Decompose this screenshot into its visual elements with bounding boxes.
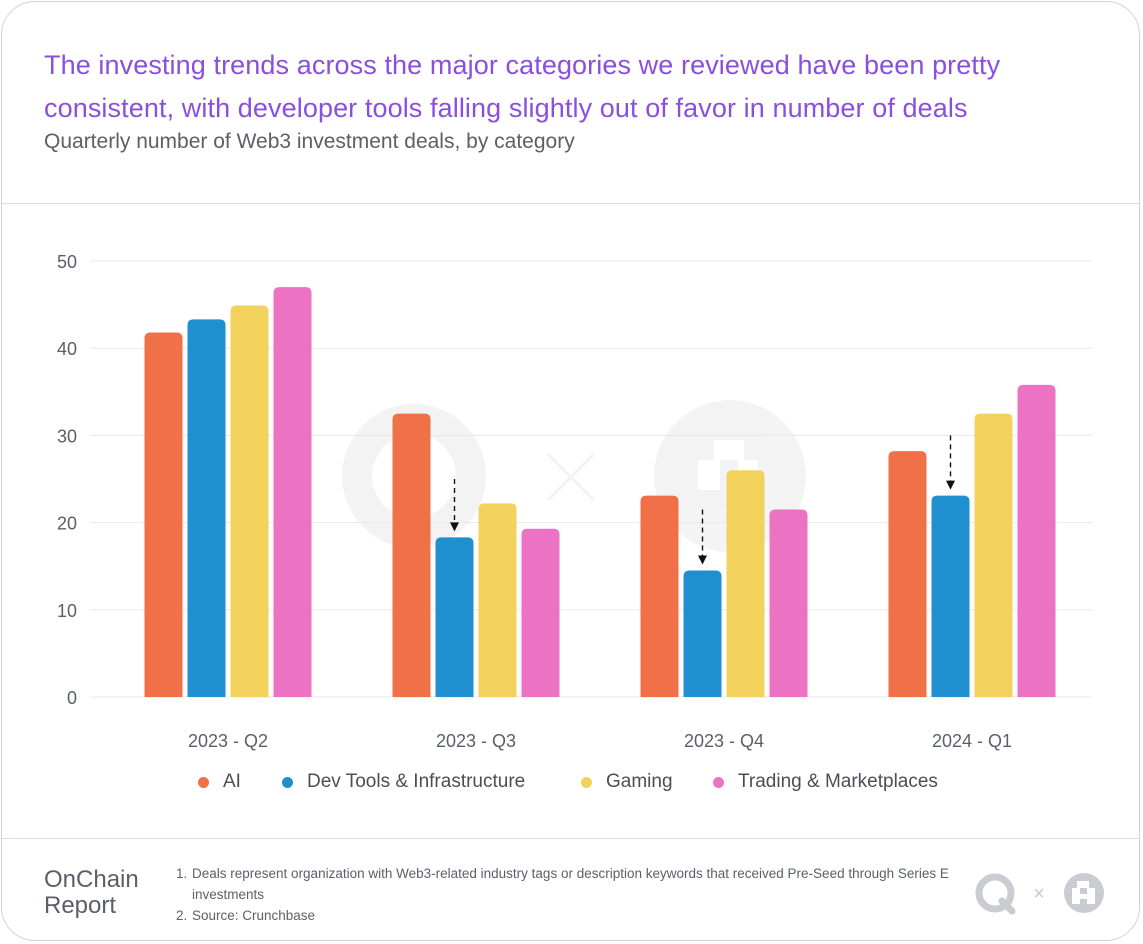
legend-item-trading: Trading & Marketplaces [713, 768, 938, 796]
q-ring-logo-icon [975, 873, 1016, 915]
footnote-number: 2. [176, 908, 188, 923]
brand-line-2: Report [44, 892, 117, 919]
y-tick-label: 20 [57, 514, 77, 534]
bar [974, 413, 1013, 697]
legend-label-gaming: Gaming [606, 771, 673, 792]
legend-label-ai: AI [223, 771, 241, 792]
footnotes: 1. Deals represent organization with Web… [176, 863, 976, 926]
footnote: 1. Deals represent organization with Web… [176, 863, 976, 905]
legend-label-dev-tools: Dev Tools & Infrastructure [307, 771, 526, 792]
bar [931, 495, 970, 697]
annotation-arrow-head [946, 480, 955, 490]
y-tick-label: 30 [57, 426, 77, 446]
legend-swatch-gaming [581, 776, 592, 788]
bar [769, 509, 808, 697]
bar [392, 413, 431, 697]
y-tick-label: 50 [57, 252, 77, 272]
x-tick-label: 2023 - Q4 [684, 731, 764, 751]
headline: The investing trends across the major ca… [44, 50, 1001, 123]
x-tick-label: 2024 - Q1 [932, 731, 1012, 751]
bar [435, 537, 474, 697]
bars [144, 287, 1056, 697]
y-tick-label: 40 [57, 339, 77, 359]
axis-labels: 0 10 20 30 40 50 2023 - Q2 2023 - Q3 2023 - Q4 20… [57, 252, 1012, 751]
bar [521, 528, 560, 697]
legend: AI Dev Tools & Infrastructure Gaming Tra… [2, 768, 1139, 798]
bar-chart: 0 10 20 30 40 50 2023 - Q2 2023 - Q3 2023 - Q4 20… [2, 204, 1139, 838]
partner-logos: × [972, 871, 1112, 915]
logo-separator: × [1033, 883, 1045, 905]
footnote-text: Source: Crunchbase [192, 908, 316, 923]
legend-label-trading: Trading & Marketplaces [738, 771, 938, 792]
bar [230, 305, 269, 697]
bar [273, 287, 312, 697]
x-tick-label: 2023 - Q3 [436, 731, 516, 751]
annotation-arrow-head [698, 555, 707, 565]
partner-logos-svg: × [975, 873, 1104, 915]
legend-item-gaming: Gaming [581, 768, 673, 796]
pixel-a-logo-icon [1064, 873, 1104, 913]
footnote-number: 1. [176, 866, 188, 881]
bar-chart-svg: 0 10 20 30 40 50 2023 - Q2 2023 - Q3 2023 - Q4 20… [57, 252, 1092, 751]
bar [640, 495, 679, 697]
bar [187, 319, 226, 697]
footnote-text: Deals represent organization with Web3-r… [192, 866, 949, 902]
footnote: 2. Source: Crunchbase [176, 905, 976, 926]
footer: OnChain Report 1. Deals represent organi… [2, 838, 1139, 940]
y-tick-label: 10 [57, 601, 77, 621]
brand-wordmark: OnChain Report [44, 867, 139, 919]
brand-line-1: OnChain [44, 866, 139, 893]
bar [888, 451, 927, 697]
bar [726, 470, 765, 697]
legend-swatch-dev-tools [282, 776, 293, 788]
annotations [450, 435, 955, 565]
x-tick-label: 2023 - Q2 [188, 731, 268, 751]
bar [1017, 384, 1056, 697]
legend-swatch-trading [713, 776, 724, 788]
annotation-arrow-head [450, 522, 459, 532]
chart-header: The investing trends across the major ca… [2, 2, 1139, 204]
legend-item-dev-tools: Dev Tools & Infrastructure [282, 768, 525, 796]
y-tick-label: 0 [67, 688, 77, 708]
legend-item-ai: AI [198, 768, 241, 796]
bar [478, 503, 517, 697]
chart-subtitle: Quarterly number of Web3 investment deal… [44, 130, 575, 153]
bar [144, 332, 183, 697]
bar [683, 570, 722, 697]
legend-swatch-ai [198, 776, 209, 788]
